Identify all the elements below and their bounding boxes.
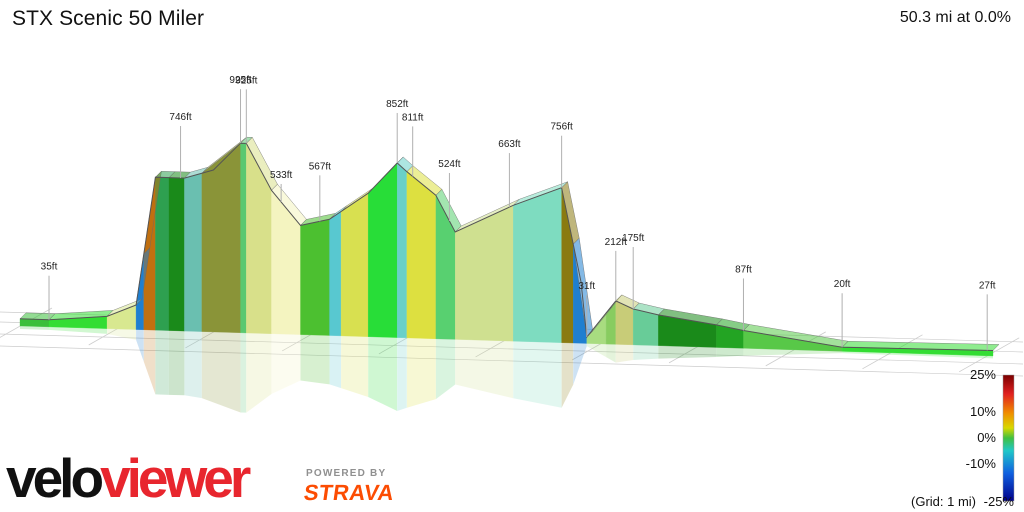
elevation-label: 663ft [498,139,520,150]
profile-reflection-segment [341,335,369,398]
logo-velo: velo [6,447,104,509]
strava-logo[interactable]: STRAVA [302,480,397,505]
profile-reflection-segment [20,326,50,330]
grade-legend-bar [1002,374,1015,502]
profile-segment [240,143,247,334]
profile-reflection-segment [435,338,456,400]
profile-reflection-segment [573,343,587,385]
grid-line [0,345,1024,377]
profile-reflection [20,326,993,413]
elevation-label: 27ft [979,280,996,291]
elevation-label: 524ft [438,159,460,170]
profile-reflection-segment [743,348,843,356]
elevation-label: 756ft [551,122,573,133]
profile-reflection-segment [155,330,169,395]
legend-label-0: 0% [977,430,996,445]
profile-reflection-segment [397,337,407,411]
profile-outline [19,142,994,351]
legend-label-10: 10% [969,404,996,419]
profile-segment [406,171,437,339]
profile-reflection-segment [168,330,185,396]
profile-reflection-segment [143,329,156,395]
elevation-label: 175ft [622,233,644,244]
profile-reflection-segment [368,336,398,411]
profile-reflection-segment [455,339,514,399]
elevation-label: 746ft [169,112,191,123]
legend-label-min: -25% [983,494,1014,509]
powered-by-label: POWERED BY [306,468,387,479]
elevation-label: 31ft [578,281,595,292]
profile-reflection-segment [615,344,634,363]
elevation-label: 20ft [834,279,851,290]
elevation-label: 533ft [270,170,292,181]
profile-reflection-segment [49,326,108,334]
profile-reflection-segment [107,328,137,340]
profile-reflection-segment [271,333,301,395]
profile-reflection-segment [329,335,342,389]
elevation-label: 567ft [309,161,331,172]
profile-reflection-segment [561,342,574,408]
profile-reflection-segment [246,332,272,413]
profile-segment [340,192,369,337]
profile-reflection-segment [606,344,616,363]
elevation-label: 87ft [735,264,752,275]
profile-segment [513,187,562,343]
route-summary: 50.3 mi at 0.0% [899,9,1011,26]
legend-label-neg10: -10% [965,456,996,471]
profile-reflection-segment [201,331,241,413]
profile-reflection-segment [513,341,562,408]
profile-reflection-segment [184,331,202,399]
profile-reflection-segment [658,345,717,359]
profile-reflection-segment [406,337,436,408]
profile-reflection-segment [842,351,993,359]
profile-reflection-segment [716,347,744,357]
grid-note-text: (Grid: 1 mi) [911,494,977,509]
page-title: STX Scenic 50 Miler [12,7,205,30]
elevation-label: 925ft [229,75,251,86]
logo-viewer: viewer [100,447,251,509]
profile-top-edge [19,136,1000,351]
elevation-label: 852ft [386,99,408,110]
profile-segment [397,162,408,339]
profile-segment [300,219,330,336]
grid-line [0,333,1024,365]
profile-reflection-segment [240,332,247,413]
veloviewer-logo[interactable]: veloviewer [6,447,251,509]
legend-label-max: 25% [969,367,996,382]
profile-reflection-segment [136,329,144,362]
profile-segment [155,177,170,331]
profile-reflection-segment [586,343,607,358]
profile-reflection-segment [633,344,659,360]
profile-segment [168,177,185,332]
elevation-label: 212ft [605,237,627,248]
elevation-label: 925ft [235,75,257,86]
profile-segment [184,173,202,332]
elevation-label: 811ft [402,112,424,123]
elevation-label: 35ft [41,262,58,273]
profile-reflection-segment [300,334,330,385]
grid-scale-note: (Grid: 1 mi) -25% [911,494,1014,510]
profile-segment [329,211,342,337]
